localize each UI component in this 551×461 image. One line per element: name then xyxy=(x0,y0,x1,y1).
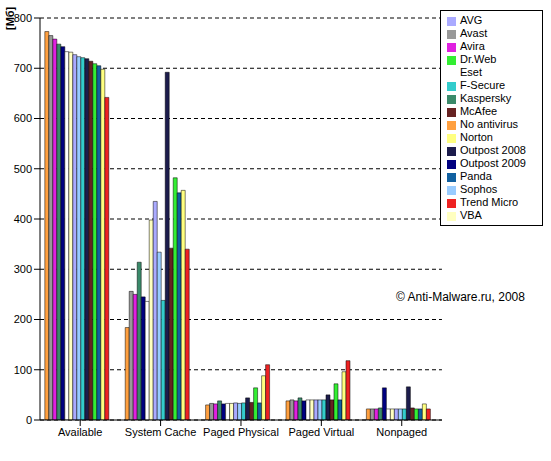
svg-text:300: 300 xyxy=(14,263,32,275)
html-text:Norton: Norton xyxy=(459,131,493,143)
svg-text:Available: Available xyxy=(58,426,102,438)
svg-text:0: 0 xyxy=(26,414,32,426)
svg-text:600: 600 xyxy=(14,112,32,124)
html-text:Kaspersky: Kaspersky xyxy=(459,92,512,104)
svg-text:Paged Virtual: Paged Virtual xyxy=(288,426,354,438)
svg-text:Paged Physical: Paged Physical xyxy=(203,426,279,438)
svg-text:Nonpaged: Nonpaged xyxy=(376,426,427,438)
html-text:Outpost 2009: Outpost 2009 xyxy=(459,157,526,169)
svg-text:100: 100 xyxy=(14,364,32,376)
html-text:Dr.Web: Dr.Web xyxy=(459,53,497,65)
svg-text:200: 200 xyxy=(14,313,32,325)
html-text:AVG: AVG xyxy=(459,14,483,26)
html-text:Avast: Avast xyxy=(459,27,488,39)
html-text:Trend Micro: Trend Micro xyxy=(459,196,519,208)
html-text:© Anti-Malware.ru, 2008: © Anti-Malware.ru, 2008 xyxy=(396,290,525,304)
svg-text:800: 800 xyxy=(14,12,32,24)
svg-text:500: 500 xyxy=(14,163,32,175)
html-text:VBA: VBA xyxy=(459,209,482,221)
html-text:Avira: Avira xyxy=(459,40,485,52)
html-text:McAfee: McAfee xyxy=(459,105,498,117)
html-text:[Мб]: [Мб] xyxy=(4,6,16,30)
html-text:F-Secure: F-Secure xyxy=(459,79,506,91)
svg-text:System Cache: System Cache xyxy=(125,426,197,438)
html-text:Eset: Eset xyxy=(459,66,482,78)
html-text:Panda: Panda xyxy=(459,170,492,182)
html-text:Sophos: Sophos xyxy=(459,183,498,195)
svg-text:400: 400 xyxy=(14,213,32,225)
html-text:No antivirus: No antivirus xyxy=(459,118,518,130)
html-text:Outpost 2008: Outpost 2008 xyxy=(459,144,526,156)
svg-text:700: 700 xyxy=(14,62,32,74)
